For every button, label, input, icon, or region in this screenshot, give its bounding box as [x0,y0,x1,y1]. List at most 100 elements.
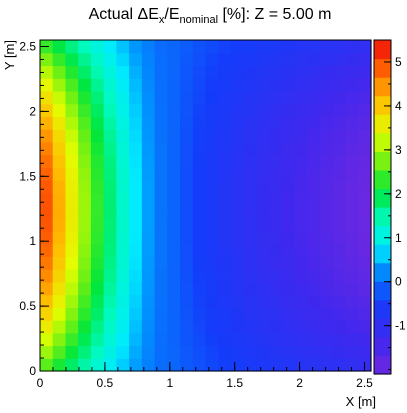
x-tick-label: 2 [296,376,303,390]
heatmap-cell [345,320,359,334]
heatmap-cell [141,281,156,296]
heatmap-cell [205,167,219,181]
heatmap-cell [103,180,117,194]
heatmap-cell [141,116,156,130]
heatmap-cell [180,269,194,283]
heatmap-cell [332,65,347,79]
heatmap-cell [230,218,245,232]
heatmap-cell [103,205,117,219]
heatmap-cell [116,116,130,130]
heatmap-cell [180,358,194,372]
z-tick-label: -1 [395,319,406,333]
heatmap-cell [40,281,54,296]
heatmap-cell [129,307,143,321]
heatmap-cell [269,116,283,130]
heatmap-cell [243,358,258,372]
heatmap-cell [243,256,258,270]
heatmap-cell [294,256,308,270]
heatmap-cell [307,52,321,67]
title-suffix: [%]: Z = 5.00 m [218,6,331,23]
heatmap-cell [116,167,130,181]
heatmap-cell [358,65,372,79]
heatmap-cell [116,345,130,359]
heatmap-cell [180,116,194,130]
heatmap-cell [192,90,207,105]
heatmap-cell [180,141,194,156]
heatmap-cell [205,180,219,194]
heatmap-cell [192,192,207,207]
heatmap-cell [180,256,194,270]
heatmap-cell [180,320,194,334]
heatmap-cell [230,269,245,283]
heatmap-cell [230,320,245,334]
heatmap-cell [256,52,270,67]
heatmap-cell [52,358,67,372]
heatmap-cell [256,167,270,181]
heatmap-cell [218,180,232,194]
color-scale-band [374,262,391,282]
heatmap-cell [154,52,168,67]
heatmap-cell [307,218,321,232]
heatmap-cell [141,345,156,359]
heatmap-cell [40,103,54,117]
heatmap-cell [65,320,79,334]
heatmap-cell [103,90,117,105]
heatmap-cell [65,256,79,270]
heatmap-cell [281,52,296,67]
heatmap-cell [116,281,130,296]
heatmap-cell [90,65,105,79]
heatmap-cell [141,294,156,308]
heatmap-cell [154,154,168,168]
heatmap-cell [281,281,296,296]
heatmap-cell [218,52,232,67]
heatmap-cell [320,218,334,232]
heatmap-cell [78,192,92,207]
heatmap-cell [90,294,105,308]
heatmap-cell [180,90,194,105]
heatmap-cell [218,103,232,117]
heatmap-cell [90,205,105,219]
heatmap-cell [78,281,92,296]
heatmap-cell [218,218,232,232]
heatmap-cell [294,116,308,130]
heatmap-cell [294,129,308,143]
heatmap-cell [320,65,334,79]
heatmap-cell [141,358,156,372]
heatmap-cell [358,52,372,67]
heatmap-cell [129,332,143,347]
heatmap-cell [320,116,334,130]
heatmap-cell [180,281,194,296]
heatmap-cell [116,358,130,372]
heatmap-cell [230,52,245,67]
heatmap-cell [65,294,79,308]
color-scale-frame [373,39,392,375]
heatmap-cell [269,52,283,67]
heatmap-cell [40,332,54,347]
heatmap-cell [167,256,181,270]
heatmap-cell [167,281,181,296]
heatmap-cell [320,103,334,117]
heatmap-cell [90,345,105,359]
heatmap-cell [294,40,308,54]
heatmap-cell [358,243,372,258]
heatmap-cell [78,180,92,194]
y-axis-label: Y [m] [2,40,17,70]
heatmap-cell [269,281,283,296]
heatmap-cell [154,141,168,156]
heatmap-cell [154,116,168,130]
chart-title: Actual ΔEx/Enominal [%]: Z = 5.00 m [89,6,332,26]
heatmap-cell [345,332,359,347]
heatmap-cell [116,269,130,283]
heatmap-cell [345,90,359,105]
heatmap-cell [307,358,321,372]
heatmap-cell [320,345,334,359]
heatmap-cell [358,154,372,168]
heatmap-cell [294,103,308,117]
heatmap-cell [52,230,67,245]
heatmap-cell [192,218,207,232]
heatmap-cell [116,78,130,92]
heatmap-cell [65,141,79,156]
heatmap-cell [307,332,321,347]
heatmap-cell [307,281,321,296]
heatmap-cell [103,65,117,79]
